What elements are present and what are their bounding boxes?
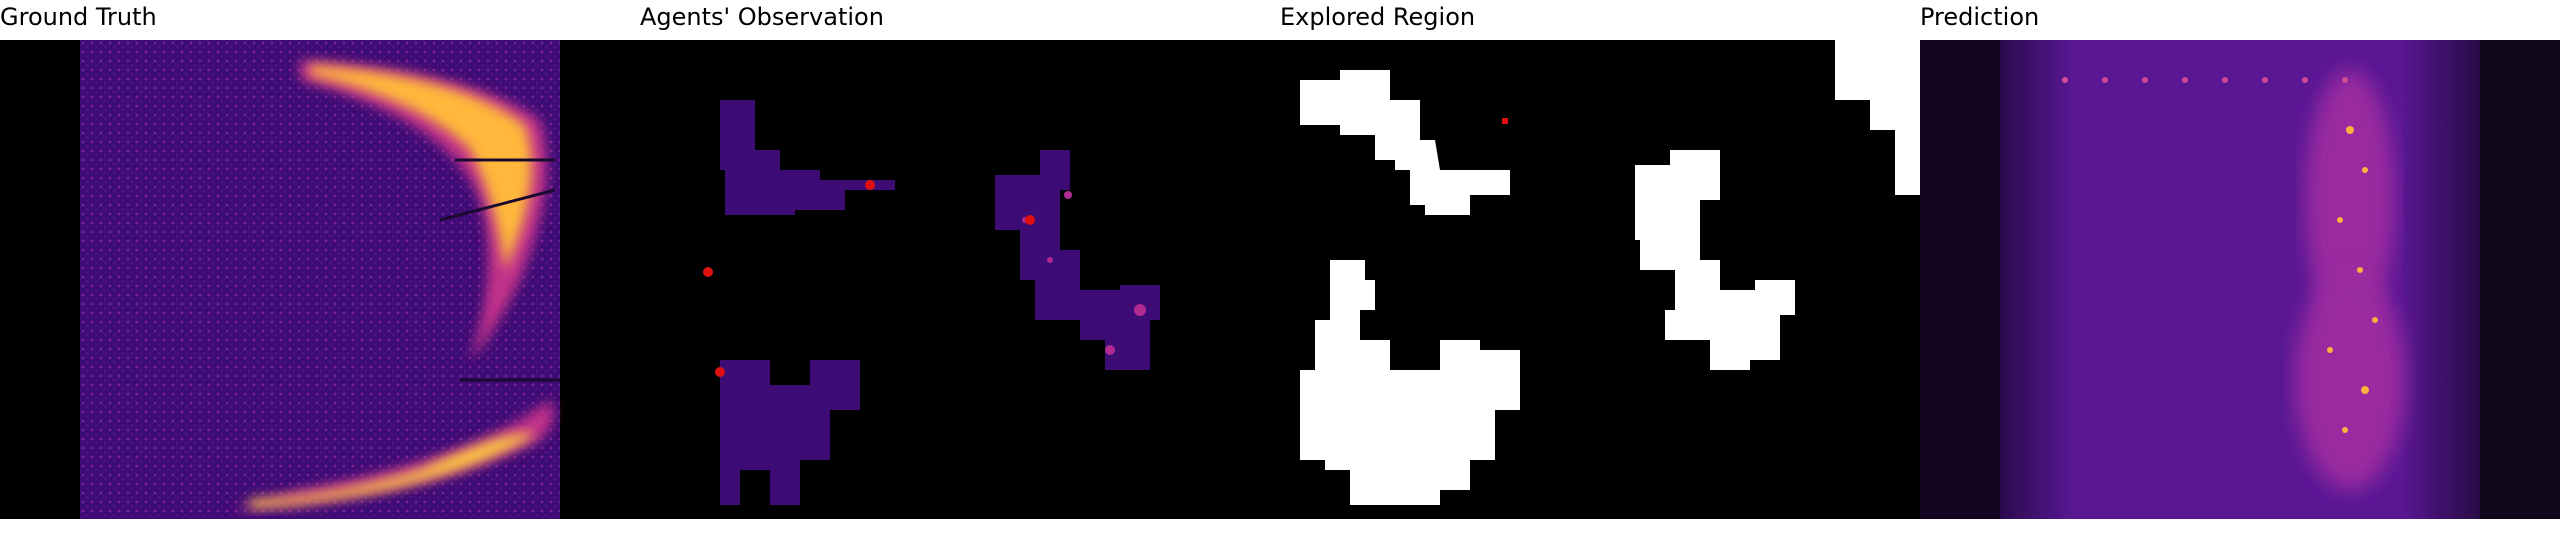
ground-truth-title: Ground Truth: [0, 3, 157, 31]
explored-region-title: Explored Region: [1280, 3, 1476, 31]
agent-markers: [703, 180, 1035, 377]
ground-truth-heatmap: [80, 40, 560, 519]
agents-observation-title: Agents' Observation: [640, 3, 884, 31]
explored-region-map: [1300, 40, 1920, 505]
agents-observation-map: [703, 100, 1160, 505]
explored-region-panel: [1280, 40, 1920, 519]
agents-observation-panel: [640, 40, 1280, 519]
ground-truth-panel: [0, 40, 640, 519]
agent-marker: [1502, 118, 1508, 124]
prediction-panel: [1920, 40, 2560, 519]
prediction-heatmap: [1920, 40, 2560, 519]
prediction-title: Prediction: [1920, 3, 2040, 31]
